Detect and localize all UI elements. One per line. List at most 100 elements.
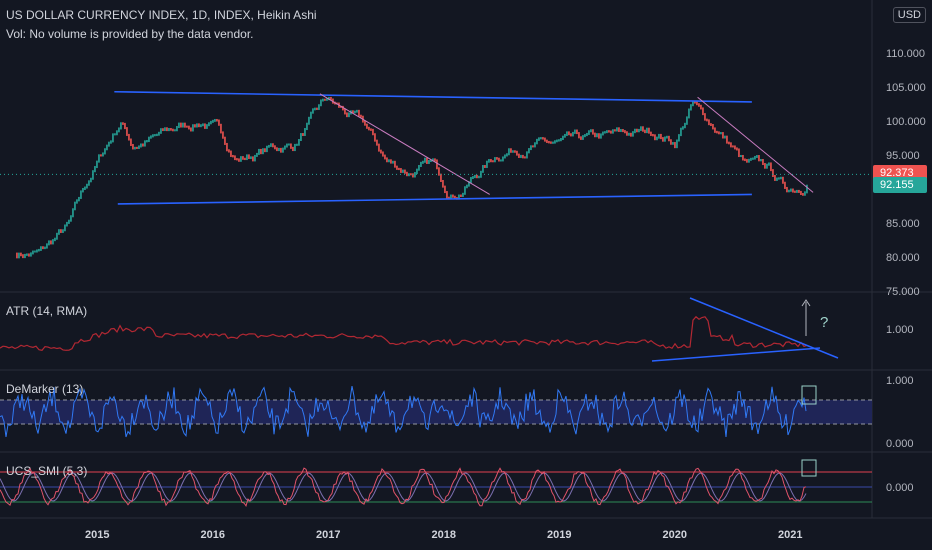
candle	[518, 153, 520, 158]
candle	[542, 137, 544, 140]
candle	[198, 123, 200, 128]
candle	[224, 136, 226, 145]
candle	[428, 160, 430, 164]
candle	[312, 108, 314, 114]
candle	[146, 140, 148, 143]
candle	[376, 139, 378, 146]
candle	[494, 157, 496, 163]
candle	[46, 243, 48, 249]
candle	[284, 145, 286, 150]
candle	[120, 122, 122, 130]
candle	[750, 157, 752, 161]
candle	[196, 123, 198, 128]
candle	[176, 126, 178, 132]
candle	[464, 186, 466, 195]
candle	[536, 138, 538, 145]
candle	[742, 154, 744, 161]
candle	[194, 124, 196, 128]
candle	[392, 160, 394, 164]
candle	[170, 128, 172, 131]
candle	[698, 103, 700, 107]
currency-button[interactable]: USD	[892, 7, 926, 23]
candle	[110, 140, 112, 144]
candle	[664, 136, 666, 142]
candle	[546, 139, 548, 143]
candle	[208, 122, 210, 127]
candle	[384, 154, 386, 160]
candle	[236, 158, 238, 161]
candle	[778, 177, 780, 180]
candle	[180, 122, 182, 128]
candle	[286, 143, 288, 148]
x-tick-label: 2020	[663, 529, 687, 541]
candle	[656, 136, 658, 141]
candle	[614, 129, 616, 132]
candle	[206, 124, 208, 129]
candle	[728, 141, 730, 145]
candle	[590, 129, 592, 133]
candle	[654, 134, 656, 141]
candle	[382, 151, 384, 157]
candle	[62, 229, 64, 233]
candle	[354, 110, 356, 114]
candle	[242, 156, 244, 160]
candle	[268, 144, 270, 148]
demarker-highlight-box	[801, 385, 817, 405]
question-mark-annotation: ?	[820, 314, 828, 331]
demarker-band	[0, 400, 872, 424]
y-tick-label: 100.000	[886, 116, 926, 128]
candle	[562, 135, 564, 141]
candle	[798, 189, 800, 193]
candle	[320, 99, 322, 107]
candle	[568, 131, 570, 136]
candle	[172, 128, 174, 132]
candle	[264, 148, 266, 153]
y-tick-label: 105.000	[886, 82, 926, 94]
candle	[578, 132, 580, 139]
candle	[144, 140, 146, 147]
candle	[418, 164, 420, 171]
candle	[452, 194, 454, 198]
candle	[102, 152, 104, 157]
x-tick-label: 2015	[85, 529, 109, 541]
candle	[54, 237, 56, 242]
candle	[636, 128, 638, 133]
candle	[580, 136, 582, 140]
candle	[788, 189, 790, 193]
candle	[522, 154, 524, 159]
candle	[574, 129, 576, 134]
candle	[212, 119, 214, 123]
candle	[534, 142, 536, 148]
candle	[402, 169, 404, 173]
candle	[716, 130, 718, 134]
candle	[618, 127, 620, 132]
candle	[662, 137, 664, 142]
last-price-tag: 92.373	[873, 164, 927, 181]
candle	[76, 199, 78, 204]
candle	[340, 105, 342, 108]
candle	[790, 188, 792, 192]
atr-tick-label: 1.000	[886, 324, 914, 336]
candle	[130, 138, 132, 146]
trendline	[319, 93, 490, 195]
y-tick-label: 95.000	[886, 150, 920, 162]
candle	[82, 187, 84, 193]
candle	[106, 144, 108, 151]
candle	[276, 147, 278, 152]
candle	[532, 145, 534, 148]
candle	[786, 186, 788, 193]
x-tick-label: 2017	[316, 529, 340, 541]
candle	[486, 160, 488, 168]
candle	[92, 170, 94, 180]
candle	[506, 153, 508, 157]
candle	[446, 191, 448, 199]
candle	[182, 122, 184, 128]
candle	[366, 123, 368, 129]
candle	[178, 122, 180, 129]
candle	[444, 185, 446, 194]
candle	[204, 123, 206, 129]
candle	[60, 229, 62, 233]
candle	[162, 128, 164, 132]
candle	[124, 122, 126, 130]
